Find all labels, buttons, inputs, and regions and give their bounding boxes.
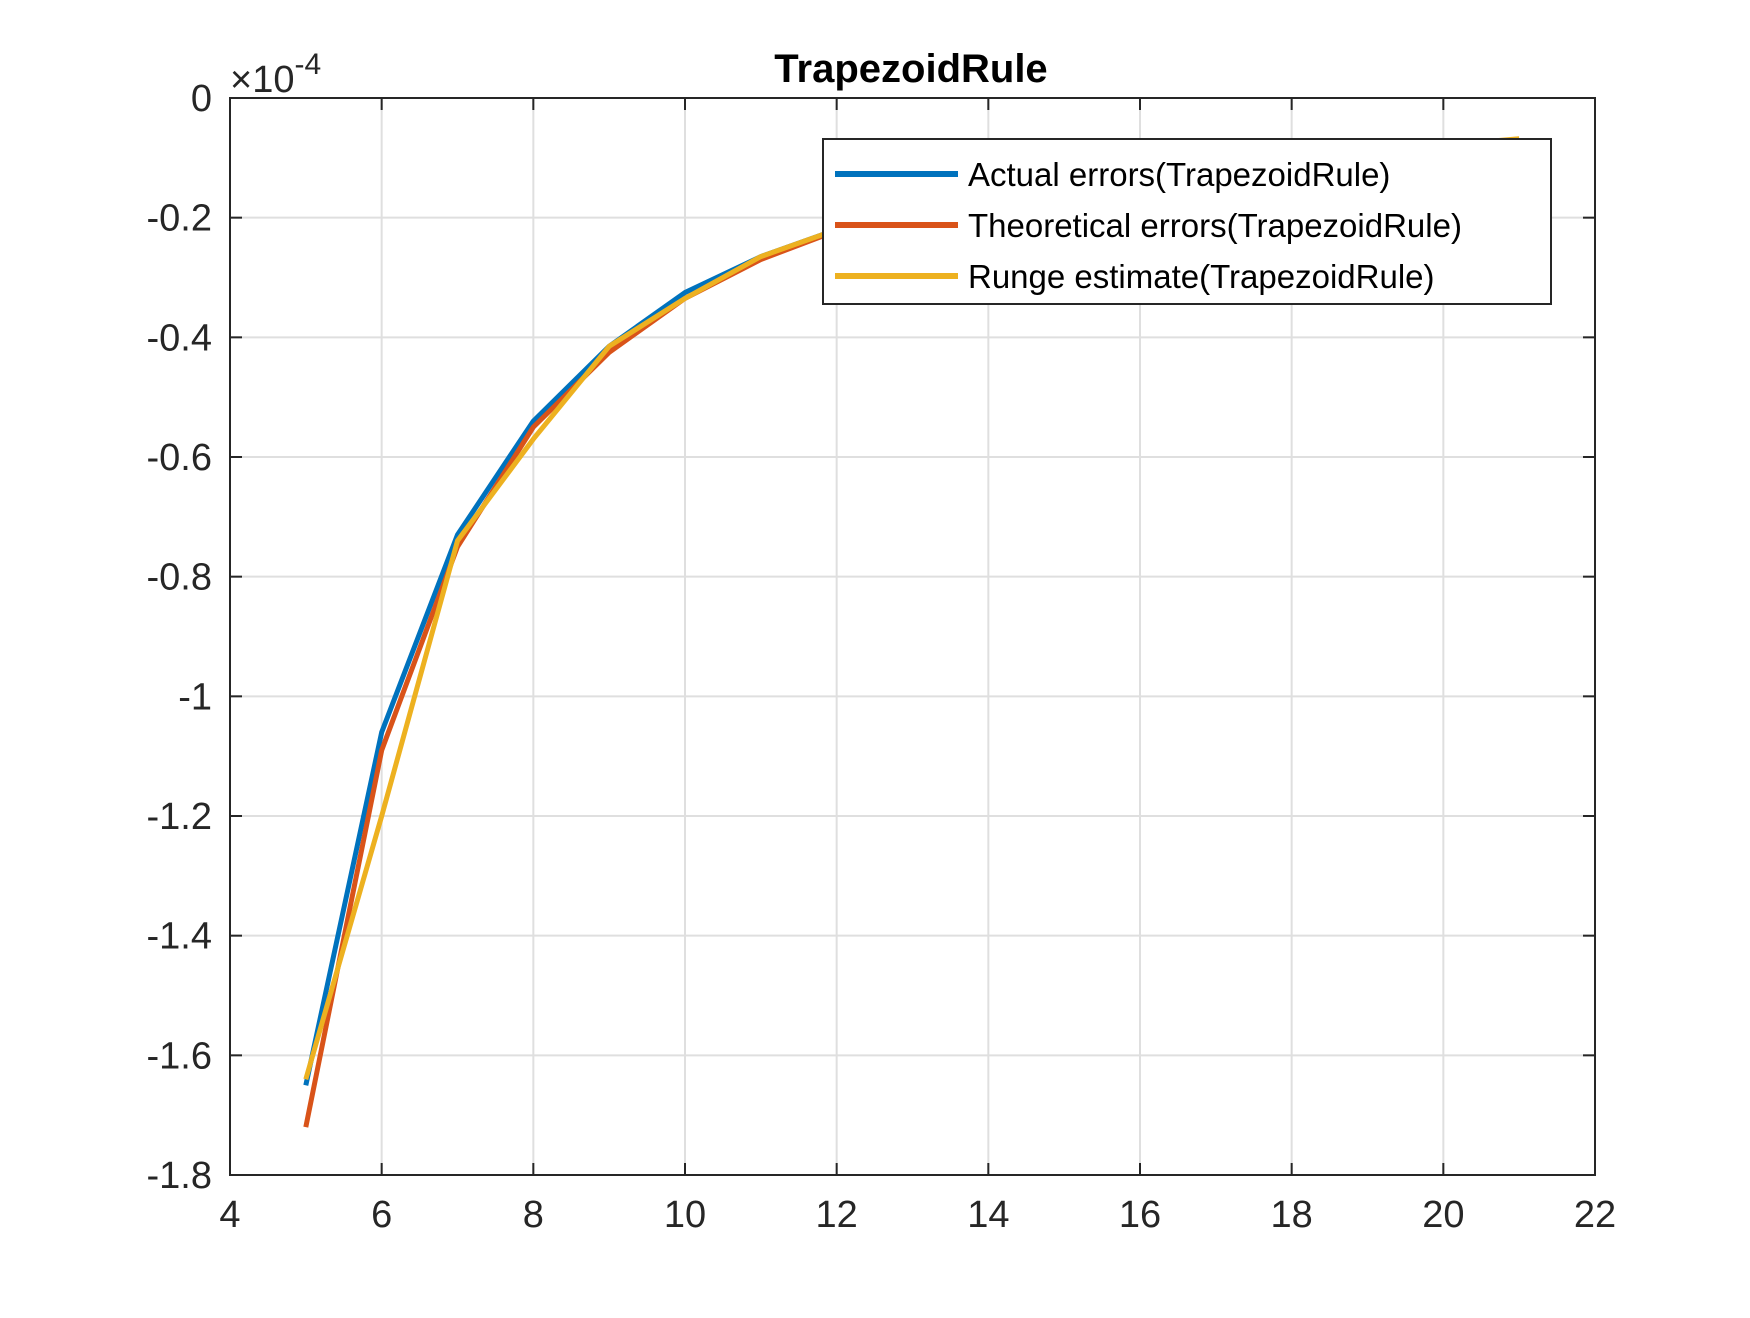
legend: Actual errors(TrapezoidRule) Theoretical … [822, 138, 1552, 305]
legend-label-1: Actual errors(TrapezoidRule) [968, 156, 1390, 193]
y-tick-label: -0.4 [147, 317, 212, 359]
y-tick-label: -0.6 [147, 437, 212, 479]
svg-text:×10-4: ×10-4 [230, 48, 321, 101]
y-exponent-power: -4 [294, 48, 321, 81]
legend-label-3: Runge estimate(TrapezoidRule) [968, 258, 1435, 295]
y-tick-label: 0 [191, 78, 212, 120]
y-tick-label: -1.8 [147, 1155, 212, 1197]
x-tick-label: 18 [1271, 1194, 1313, 1236]
chart-title: TrapezoidRule [774, 47, 1047, 91]
x-tick-label: 22 [1574, 1194, 1616, 1236]
y-tick-label: -1 [178, 676, 212, 718]
y-axis-exponent: ×10-4 [230, 48, 321, 101]
y-tick-label: -1.6 [147, 1035, 212, 1077]
x-tick-label: 20 [1422, 1194, 1464, 1236]
x-tick-label: 14 [967, 1194, 1009, 1236]
x-tick-label: 12 [816, 1194, 858, 1236]
y-exponent-base: ×10 [230, 59, 294, 101]
y-tick-label: -1.4 [147, 916, 212, 958]
x-tick-label: 6 [371, 1194, 392, 1236]
x-tick-label: 4 [219, 1194, 240, 1236]
axes: 4 6 8 10 12 14 16 18 20 22 0 -0.2 -0.4 -0.6 -0.8 -1 -1.2… [147, 78, 1617, 1236]
x-tick-label: 10 [664, 1194, 706, 1236]
y-tick-label: -0.2 [147, 198, 212, 240]
x-tick-label: 8 [523, 1194, 544, 1236]
y-tick-label: -0.8 [147, 557, 212, 599]
plot-frame [229, 97, 1596, 1176]
y-tick-label: -1.2 [147, 796, 212, 838]
x-tick-label: 16 [1119, 1194, 1161, 1236]
legend-label-2: Theoretical errors(TrapezoidRule) [968, 207, 1462, 244]
